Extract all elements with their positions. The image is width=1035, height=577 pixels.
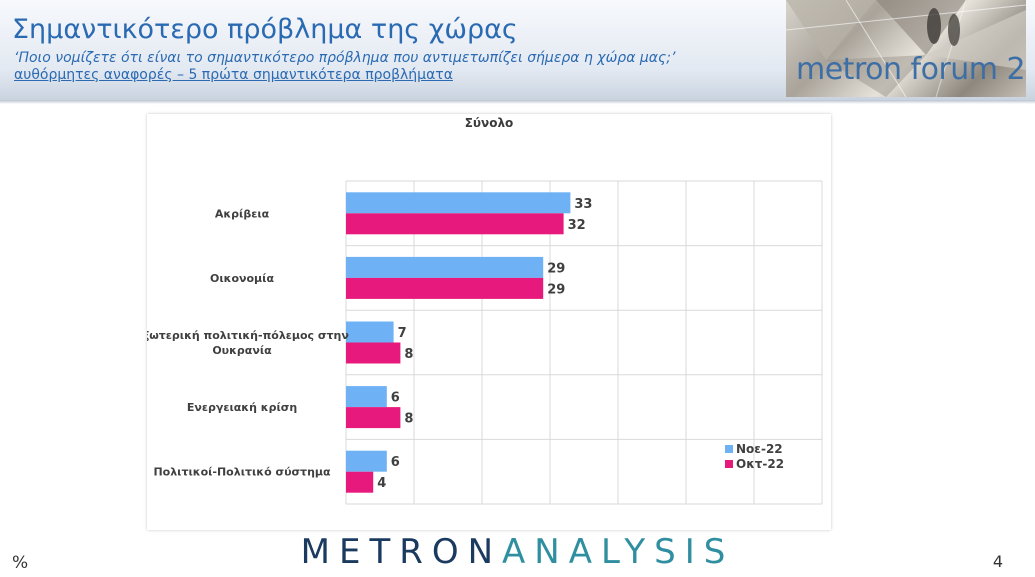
bar <box>346 192 571 214</box>
answers-note: αυθόρμητες αναφορές – 5 πρώτα σημαντικότ… <box>14 67 453 83</box>
data-label: 7 <box>398 326 407 341</box>
bar <box>346 386 387 408</box>
category-label: Οικονομία <box>210 272 274 285</box>
bar <box>346 213 564 235</box>
data-label: 29 <box>547 282 565 297</box>
bar <box>346 471 374 493</box>
legend-swatch <box>725 444 733 453</box>
data-label: 32 <box>568 218 586 233</box>
metron-forum-logo: metron forum 2.0 <box>786 0 1026 97</box>
brand-background-graphic <box>786 0 1026 97</box>
data-label: 8 <box>404 412 413 427</box>
page-number: 4 <box>992 552 1003 571</box>
logo-metron: METRON <box>300 532 503 572</box>
percent-sign: % <box>12 553 29 573</box>
category-label: Ουκρανία <box>212 344 272 357</box>
bar <box>346 321 394 343</box>
bar <box>346 277 544 299</box>
category-label: Εξωτερική πολιτική-πόλεμος στην <box>147 329 349 342</box>
bar <box>346 256 544 278</box>
metron-analysis-logo: METRONANALYSIS <box>0 532 1035 572</box>
header-divider <box>0 100 1035 104</box>
legend-label: Οκτ-22 <box>736 456 785 471</box>
data-label: 6 <box>391 455 400 470</box>
bar <box>346 450 387 472</box>
legend-swatch <box>725 459 733 468</box>
legend-item: Οκτ-22 <box>725 456 784 471</box>
data-label: 29 <box>547 261 565 276</box>
data-label: 8 <box>404 347 413 362</box>
chart-legend: Νοε-22 Οκτ-22 <box>725 441 784 471</box>
category-label: Ενεργειακή κρίση <box>187 401 297 414</box>
bar <box>346 407 401 429</box>
bar <box>346 342 401 364</box>
category-label: Πολιτικοί-Πολιτικό σύστημα <box>153 466 331 479</box>
category-label: Ακρίβεια <box>215 207 270 220</box>
page-title: Σημαντικότερο πρόβλημα της χώρας <box>12 14 518 45</box>
chart-panel: Σύνολο 33 32 Ακρίβεια 29 29 Οικονομία 7 8 Εξωτερ… <box>147 114 831 530</box>
brand-text: metron forum 2.0 <box>796 52 1026 87</box>
data-label: 4 <box>377 476 386 491</box>
data-label: 33 <box>574 197 592 212</box>
bar-chart: 33 32 Ακρίβεια 29 29 Οικονομία 7 8 Εξωτερική πολ… <box>147 180 823 505</box>
legend-label: Νοε-22 <box>736 441 783 456</box>
question-subtitle: ‘Ποιο νομίζετε ότι είναι το σημαντικότερ… <box>14 50 676 66</box>
legend-item: Νοε-22 <box>725 441 784 456</box>
chart-title: Σύνολο <box>464 116 514 130</box>
data-label: 6 <box>391 391 400 406</box>
logo-analysis: ANALYSIS <box>502 532 735 572</box>
